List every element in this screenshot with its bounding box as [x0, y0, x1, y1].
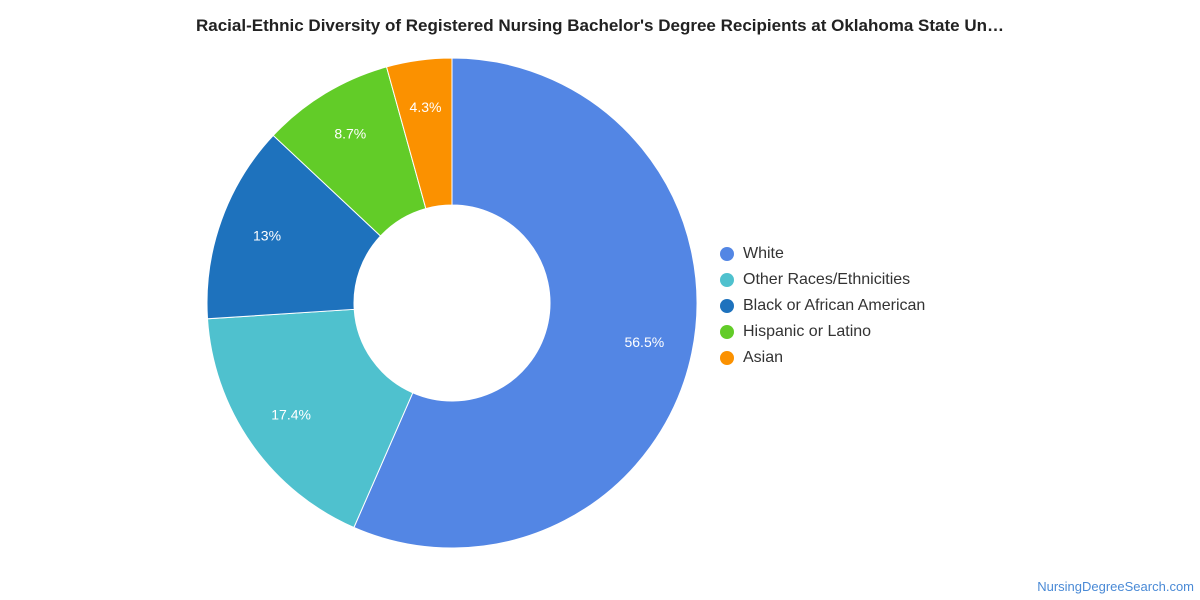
legend-item-hispanic-or-latino: Hispanic or Latino [720, 319, 925, 345]
chart-legend: White Other Races/Ethnicities Black or Afr… [720, 241, 925, 371]
legend-label: Other Races/Ethnicities [743, 271, 911, 288]
slice-black-or-african-american [206, 134, 382, 320]
legend-label: Hispanic or Latino [743, 323, 872, 340]
slice-label-asian: 4.3% [410, 99, 442, 115]
legend-label: Asian [743, 349, 784, 366]
slice-white [353, 57, 698, 549]
slice-label-white: 56.5% [624, 334, 664, 350]
legend-swatch [720, 351, 734, 365]
slice-other-races-ethnicities [206, 308, 414, 529]
chart-slices [206, 57, 698, 549]
legend-label: White [743, 245, 784, 262]
slice-label-black-or-african-american: 13% [253, 227, 281, 243]
slice-label-other-races-ethnicities: 17.4% [271, 407, 311, 423]
chart-slice-labels: 56.5% 17.4% 13% 8.7% 4.3% [253, 99, 664, 423]
chart-title: Racial-Ethnic Diversity of Registered Nu… [196, 16, 1004, 35]
legend-swatch [720, 273, 734, 287]
slice-label-hispanic-or-latino: 8.7% [334, 126, 366, 142]
legend-item-other-races-ethnicities: Other Races/Ethnicities [720, 267, 925, 293]
legend-swatch [720, 247, 734, 261]
legend-item-asian: Asian [720, 345, 925, 371]
legend-label: Black or African American [743, 297, 926, 314]
legend-swatch [720, 299, 734, 313]
slice-asian [385, 57, 453, 210]
legend-item-black-or-african-american: Black or African American [720, 293, 925, 319]
site-watermark: NursingDegreeSearch.com [1037, 579, 1194, 594]
legend-swatch [720, 325, 734, 339]
legend-item-white: White [720, 241, 925, 267]
